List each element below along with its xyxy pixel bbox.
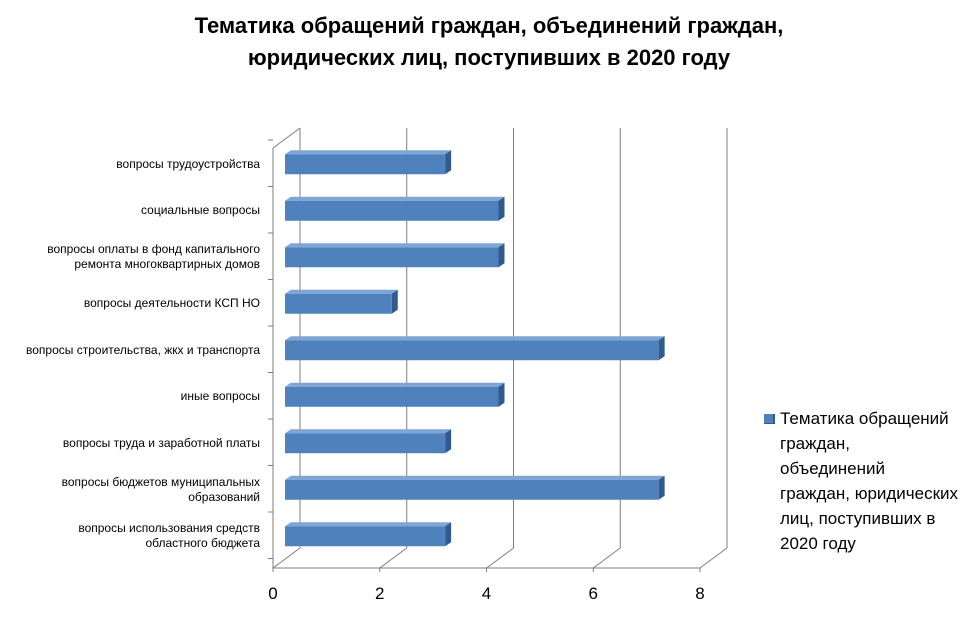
category-label-line: вопросы труда и заработной платы	[62, 435, 260, 450]
category-label-line: иные вопросы	[180, 389, 260, 404]
chart-title-line: Тематика обращений граждан, объединений …	[194, 13, 784, 38]
floor-gridline	[272, 547, 301, 569]
bar	[285, 293, 392, 314]
chart-title-line: юридических лиц, поступивших в 2020 году	[247, 45, 731, 70]
category-label-line: ремонта многоквартирных домов	[74, 257, 260, 272]
wall-edge	[272, 127, 301, 149]
bar	[285, 479, 659, 500]
category-label: вопросы оплаты в фонд капитального ремонт…	[0, 242, 260, 272]
bar-top	[285, 336, 665, 341]
chart-title: Тематика обращений граждан, объединений …	[0, 10, 978, 74]
bar-top	[285, 475, 665, 480]
floor-gridline	[592, 547, 621, 569]
bar-side	[498, 382, 505, 407]
bar	[285, 247, 499, 268]
bar	[285, 386, 499, 407]
bar	[285, 526, 446, 547]
legend-line: граждан,	[780, 434, 850, 453]
bar-top	[285, 289, 398, 294]
legend: Тематика обращений граждан, объединений …	[764, 406, 978, 556]
legend-entry: Тематика обращений граждан, объединений …	[780, 406, 978, 556]
category-label: вопросы бюджетов муниципальных образовани…	[0, 475, 260, 505]
legend-line: лиц, поступивших в	[780, 509, 936, 528]
bar-top	[285, 522, 452, 527]
legend-line: 2020 году	[780, 534, 856, 553]
bar	[285, 340, 659, 361]
category-label-line: вопросы строительства, жкх и транспорта	[26, 342, 260, 357]
bar-top	[285, 382, 505, 387]
bar-side	[658, 336, 665, 361]
category-label: вопросы использования средств областного …	[0, 521, 260, 551]
category-label: вопросы трудоустройства	[0, 157, 260, 172]
bar-side	[498, 243, 505, 268]
category-label-line: вопросы трудоустройства	[116, 156, 260, 171]
floor-gridline	[379, 547, 408, 569]
legend-line: объединений	[780, 459, 885, 478]
category-label-line: социальные вопросы	[141, 203, 260, 218]
bar-top	[285, 150, 452, 155]
category-label: вопросы строительства, жкх и транспорта	[0, 343, 260, 358]
category-label: социальные вопросы	[0, 203, 260, 218]
x-tick-label: 2	[375, 584, 384, 603]
category-label: вопросы деятельности КСП НО	[0, 296, 260, 311]
bar-top	[285, 429, 452, 434]
bar	[285, 154, 446, 175]
bar-top	[285, 243, 505, 248]
legend-line: Тематика обращений	[780, 409, 949, 428]
x-tick-label: 6	[589, 584, 598, 603]
category-label-line: вопросы бюджетов муниципальных	[61, 474, 260, 489]
category-label-line: областного бюджета	[145, 536, 260, 551]
category-label-line: вопросы оплаты в фонд капитального	[47, 242, 260, 257]
floor-gridline	[486, 547, 514, 569]
category-label-line: вопросы использования средств	[78, 521, 260, 536]
bar-side	[445, 522, 452, 547]
bar-side	[498, 196, 505, 221]
bar-top	[285, 196, 505, 201]
category-label-line: вопросы деятельности КСП НО	[83, 296, 260, 311]
legend-swatch	[764, 414, 775, 424]
legend-line: граждан, юридических	[780, 484, 959, 503]
bar	[285, 200, 499, 221]
category-label: вопросы труда и заработной платы	[0, 436, 260, 451]
bar	[285, 433, 446, 454]
floor-gridline	[699, 547, 728, 569]
bar-side	[445, 429, 452, 454]
x-tick-label: 8	[695, 584, 704, 603]
bar-side	[445, 150, 452, 175]
x-tick-label: 0	[268, 584, 277, 603]
x-tick-label: 4	[482, 584, 491, 603]
bar-side	[658, 475, 665, 500]
category-label-line: образований	[188, 489, 260, 504]
bar-side	[391, 289, 398, 314]
category-label: иные вопросы	[0, 389, 260, 404]
